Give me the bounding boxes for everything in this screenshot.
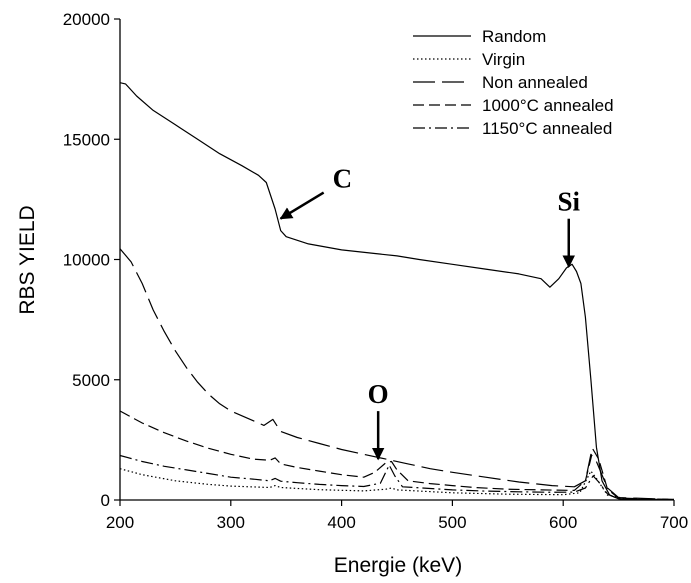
legend-label-1000-c-annealed: 1000°C annealed <box>482 96 614 115</box>
series-layer <box>119 82 675 501</box>
y-tick-label-0: 0 <box>101 491 110 510</box>
legend-label-non-annealed: Non annealed <box>482 73 588 92</box>
annotation-label-c: C <box>333 164 353 194</box>
x-tick-label-300: 300 <box>217 513 245 532</box>
axes-layer <box>119 19 674 501</box>
x-tick-label-400: 400 <box>327 513 355 532</box>
series-line-non-annealed <box>119 248 675 501</box>
y-axis-title: RBS YIELD <box>16 205 39 314</box>
x-tick-label-200: 200 <box>106 513 134 532</box>
annotation-label-si: Si <box>557 187 580 217</box>
annotation-arrow-c <box>279 191 325 220</box>
annotation-label-o: O <box>368 379 389 409</box>
x-tick-label-500: 500 <box>438 513 466 532</box>
legend-label-random: Random <box>482 27 546 46</box>
series-line-virgin <box>119 468 675 501</box>
series-line-1150-c-annealed <box>119 454 675 501</box>
x-tick-label-700: 700 <box>660 513 688 532</box>
y-tick-label-10000: 10000 <box>63 251 110 270</box>
series-line-1000-c-annealed <box>119 410 675 501</box>
legend-label-1150-c-annealed: 1150°C annealed <box>482 119 612 138</box>
legend-label-virgin: Virgin <box>482 50 525 69</box>
x-tick-label-600: 600 <box>549 513 577 532</box>
series-line-random <box>119 82 674 501</box>
annotation-layer: C Si O <box>279 164 580 461</box>
ticks-layer: 200 300 400 500 600 700 0 5000 10000 15000 20000 <box>63 10 688 532</box>
legend: Random Virgin Non annealed 1000°C annealed 1… <box>413 27 614 138</box>
y-tick-label-5000: 5000 <box>72 371 110 390</box>
y-tick-label-15000: 15000 <box>63 130 110 149</box>
y-tick-label-20000: 20000 <box>63 10 110 29</box>
x-axis-title: Energie (keV) <box>334 554 462 577</box>
